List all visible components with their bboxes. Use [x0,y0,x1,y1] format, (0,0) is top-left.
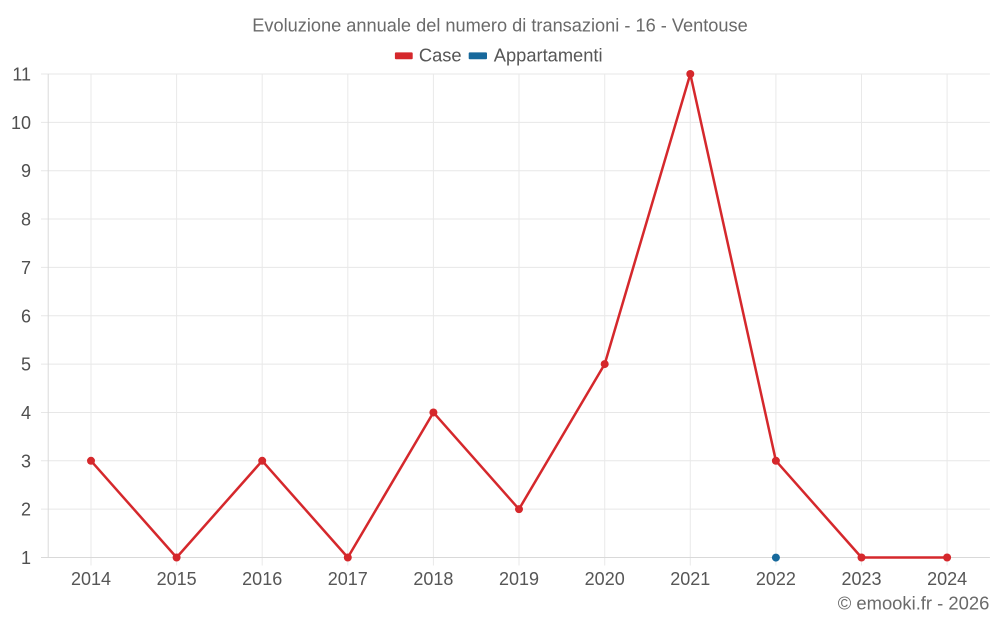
svg-text:2016: 2016 [242,569,282,589]
svg-text:2019: 2019 [499,569,539,589]
svg-text:5: 5 [21,355,31,375]
svg-text:4: 4 [21,403,31,423]
svg-text:Evoluzione annuale del numero: Evoluzione annuale del numero di transaz… [252,16,747,36]
svg-text:Appartamenti: Appartamenti [494,44,603,65]
svg-text:9: 9 [21,161,31,181]
svg-text:© emooki.fr - 2026: © emooki.fr - 2026 [838,593,990,614]
svg-text:2021: 2021 [670,569,710,589]
svg-text:2: 2 [21,500,31,520]
svg-text:2014: 2014 [71,569,111,589]
svg-text:2020: 2020 [585,569,625,589]
svg-text:3: 3 [21,451,31,471]
svg-text:2022: 2022 [756,569,796,589]
svg-text:2015: 2015 [157,569,197,589]
svg-text:11: 11 [12,65,31,85]
svg-text:6: 6 [21,306,31,326]
svg-text:2018: 2018 [413,569,453,589]
svg-text:Case: Case [419,44,462,65]
svg-text:10: 10 [11,113,31,133]
svg-text:8: 8 [21,210,31,230]
svg-text:7: 7 [21,258,31,278]
svg-text:1: 1 [21,548,31,568]
svg-text:2017: 2017 [328,569,368,589]
svg-text:2024: 2024 [927,569,967,589]
svg-text:2023: 2023 [841,569,881,589]
